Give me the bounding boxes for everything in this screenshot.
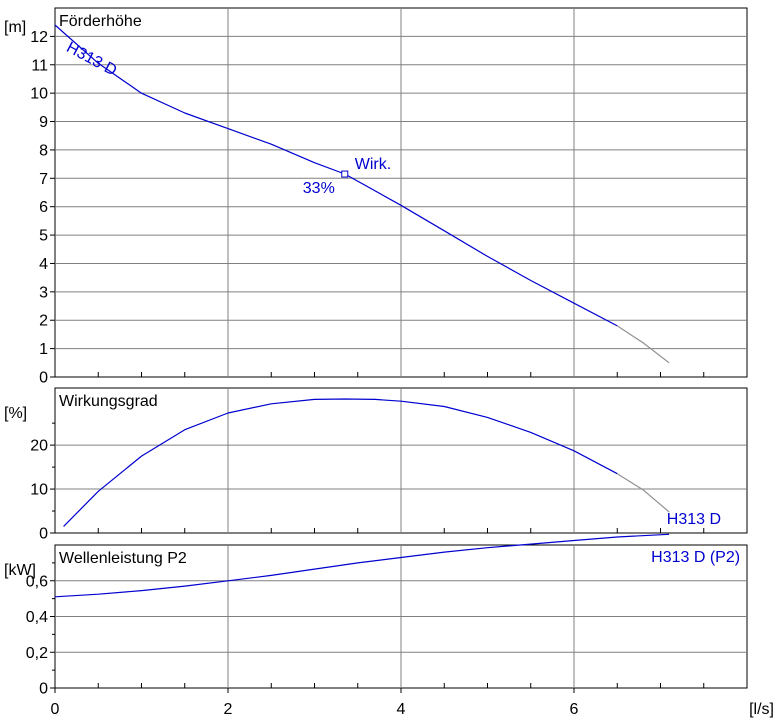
- y-axis-unit: [%]: [4, 405, 27, 422]
- y-tick-label: 2: [39, 313, 48, 330]
- y-tick-label: 4: [39, 256, 48, 273]
- best-efficiency-point-marker: [341, 170, 349, 178]
- x-tick-label: 4: [397, 701, 406, 718]
- y-tick-label: 8: [39, 142, 48, 159]
- y-tick-label: 3: [39, 284, 48, 301]
- y-tick-label: 0: [39, 526, 48, 543]
- y-axis-unit: [kW]: [4, 562, 36, 579]
- panel-title: Wirkungsgrad: [59, 393, 158, 410]
- y-tick-label: 10: [30, 482, 48, 499]
- series-label: H313 D: [667, 511, 721, 528]
- y-tick-label: 10: [30, 86, 48, 103]
- chart-panel-2: 0 10 20[%] Wirkungsgrad H313 D: [4, 387, 748, 543]
- y-tick-label: 12: [30, 29, 48, 46]
- y-tick-label: 5: [39, 228, 48, 245]
- x-tick-label: 0: [51, 701, 60, 718]
- y-tick-label: 1: [39, 341, 48, 358]
- y-tick-label: 0: [39, 681, 48, 698]
- series-line: [54, 24, 618, 327]
- series-line-extension: [616, 473, 670, 513]
- panel-title: Wellenleistung P2: [59, 550, 187, 567]
- y-axis-unit: [m]: [4, 19, 26, 36]
- y-tick-label: 0,4: [26, 609, 48, 626]
- y-tick-label: 6: [39, 199, 48, 216]
- series-label: H313 D (P2): [651, 549, 740, 566]
- series-line: [54, 533, 670, 598]
- panel-title: Förderhöhe: [59, 13, 142, 30]
- chart-panel-3: 0 0,2 0,4 0,6 0 2 4 6 [l/s] [kW] Wellenleistung P2…: [4, 533, 774, 718]
- series-line: [63, 398, 618, 527]
- point-value-label: 33%: [303, 180, 335, 197]
- point-label: Wirk.: [355, 156, 391, 173]
- y-tick-label: 11: [31, 57, 48, 74]
- y-tick-label: 0,6: [26, 573, 48, 590]
- y-tick-label: 20: [30, 438, 48, 455]
- x-tick-label: 6: [570, 701, 579, 718]
- y-tick-label: 0,2: [26, 645, 48, 662]
- y-tick-label: 0: [39, 370, 48, 387]
- y-tick-label: 9: [39, 114, 48, 131]
- y-tick-label: 7: [39, 171, 48, 188]
- x-tick-label: 2: [224, 701, 233, 718]
- x-axis-unit: [l/s]: [749, 701, 774, 718]
- series-line-extension: [616, 325, 670, 364]
